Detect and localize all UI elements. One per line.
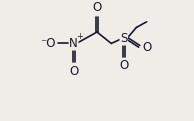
Text: O: O	[92, 1, 102, 14]
Text: +: +	[76, 32, 83, 41]
Text: N: N	[69, 37, 78, 50]
Text: O: O	[119, 59, 128, 72]
Text: ⁻O: ⁻O	[40, 37, 56, 50]
Text: S: S	[120, 32, 127, 45]
Text: O: O	[142, 41, 151, 54]
Text: O: O	[69, 64, 78, 78]
